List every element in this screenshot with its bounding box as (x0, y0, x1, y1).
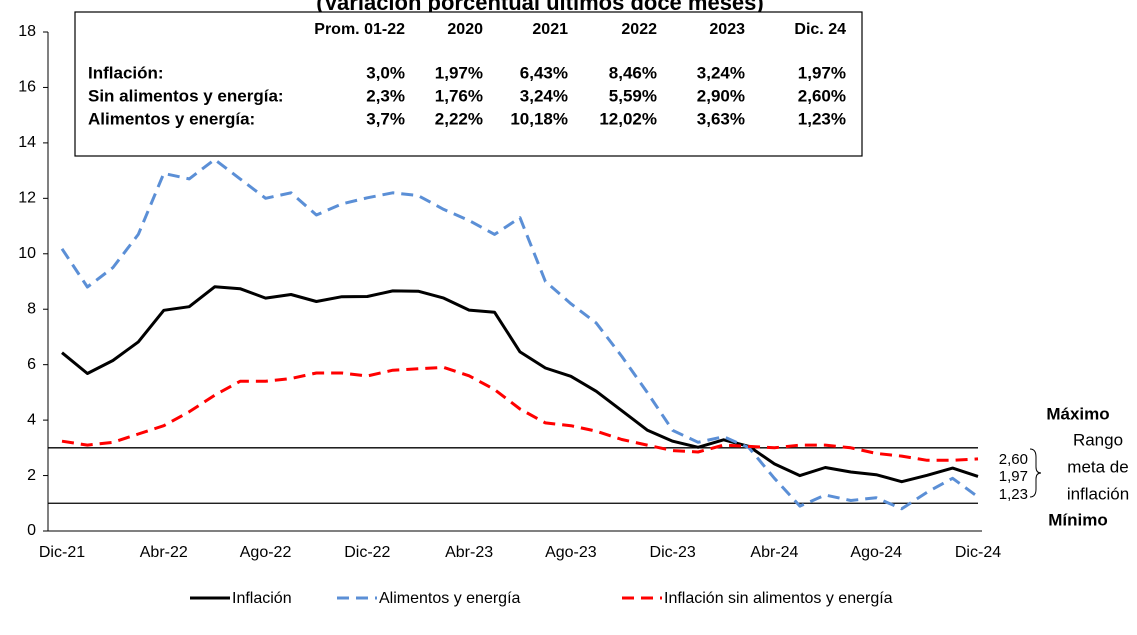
table-cell: 5,59% (609, 86, 657, 105)
table-cell: 1,23% (798, 109, 846, 128)
table-row-label: Sin alimentos y energía: (88, 86, 284, 105)
table-cell: 1,97% (798, 63, 846, 82)
series-line (61, 365, 979, 462)
legend-label: Inflación sin alimentos y energía (664, 590, 893, 607)
range-label: inflación (1067, 484, 1129, 503)
table-cell: 1,97% (435, 63, 483, 82)
table-header: 2021 (532, 21, 568, 38)
y-tick-label: 0 (27, 522, 36, 539)
table-row-label: Alimentos y energía: (88, 109, 255, 128)
range-label: Rango (1073, 430, 1123, 449)
x-tick-label: Ago-23 (545, 544, 597, 561)
table-header: 2022 (621, 21, 657, 38)
table-cell: 8,46% (609, 63, 657, 82)
y-tick-label: 16 (18, 79, 36, 96)
table-box (74, 11, 863, 157)
x-tick-label: Dic-23 (650, 544, 696, 561)
table-header: Prom. 01-22 (314, 21, 405, 38)
table-cell: 3,0% (366, 63, 405, 82)
table-header: 2023 (709, 21, 745, 38)
x-tick-label: Abr-23 (445, 544, 493, 561)
y-tick-label: 18 (18, 23, 36, 40)
legend-label: Inflación (232, 590, 292, 607)
end-label: 1,23 (999, 486, 1028, 503)
table-cell: 2,3% (366, 86, 405, 105)
end-label: 1,97 (999, 468, 1028, 485)
legend-label: Alimentos y energía (379, 590, 521, 607)
table-cell: 2,90% (697, 86, 745, 105)
y-tick-label: 8 (27, 300, 36, 317)
table-row-label: Inflación: (88, 63, 164, 82)
series-line (60, 158, 979, 511)
table-cell: 1,76% (435, 86, 483, 105)
y-tick-label: 4 (27, 411, 36, 428)
x-tick-label: Abr-22 (140, 544, 188, 561)
chart-title: (Variación porcentual últimos doce meses… (316, 0, 763, 15)
x-tick-label: Ago-22 (240, 544, 292, 561)
brace (1029, 448, 1042, 498)
series-line (61, 285, 979, 484)
x-tick-label: Dic-22 (344, 544, 390, 561)
table-cell: 3,24% (697, 63, 745, 82)
table-header: Dic. 24 (794, 21, 846, 38)
y-tick-label: 6 (27, 356, 36, 373)
reference-label: Mínimo (1048, 510, 1108, 529)
table-cell: 3,63% (697, 109, 745, 128)
x-tick-label: Ago-24 (850, 544, 902, 561)
table-cell: 2,22% (435, 109, 483, 128)
x-tick-label: Abr-24 (750, 544, 798, 561)
table-cell: 2,60% (798, 86, 846, 105)
reference-label: Máximo (1046, 404, 1109, 423)
table-cell: 6,43% (520, 63, 568, 82)
table-cell: 3,24% (520, 86, 568, 105)
end-label: 2,60 (999, 451, 1028, 468)
table-cell: 12,02% (599, 109, 657, 128)
table-cell: 3,7% (366, 109, 405, 128)
table-cell: 10,18% (510, 109, 568, 128)
y-tick-label: 14 (18, 134, 36, 151)
table-header: 2020 (447, 21, 483, 38)
x-tick-label: Dic-21 (39, 544, 85, 561)
y-tick-label: 2 (27, 467, 36, 484)
y-tick-label: 12 (18, 190, 36, 207)
x-tick-label: Dic-24 (955, 544, 1001, 561)
y-tick-label: 10 (18, 245, 36, 262)
range-label: meta de (1067, 457, 1128, 476)
